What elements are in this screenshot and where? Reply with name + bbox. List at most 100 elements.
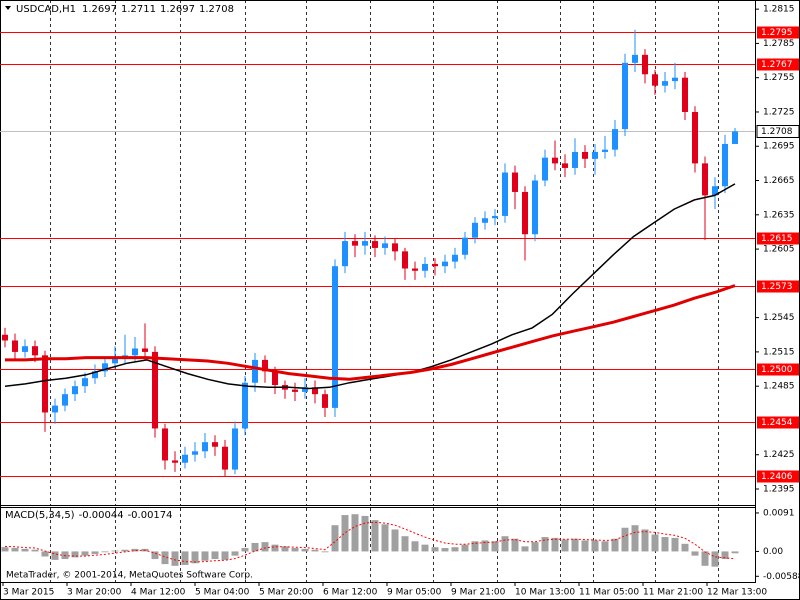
x-tick-label: 6 Mar 12:00 xyxy=(323,588,378,598)
candle-body xyxy=(572,151,578,168)
candle-body xyxy=(52,405,58,413)
candle-body xyxy=(412,268,418,271)
current-price-label: 1.2708 xyxy=(761,127,793,137)
macd-bar xyxy=(241,548,249,552)
y-tick-label: 1.2665 xyxy=(763,176,795,186)
macd-bar xyxy=(491,541,499,552)
candle-body xyxy=(722,143,728,187)
candle-body xyxy=(252,359,258,383)
macd-bar xyxy=(611,538,619,552)
y-tick-label: 1.2425 xyxy=(763,450,795,460)
macd-bar xyxy=(651,534,659,552)
candle-body xyxy=(662,81,668,86)
candle-body xyxy=(392,243,398,252)
x-tick-label: 5 Mar 04:00 xyxy=(195,588,250,598)
x-tick-label: 11 Mar 05:00 xyxy=(579,588,639,598)
macd-bar xyxy=(91,551,99,554)
candle-body xyxy=(162,428,168,461)
candle-body xyxy=(692,111,698,164)
level-label: 1.2795 xyxy=(761,28,793,38)
candle-body xyxy=(512,172,518,192)
macd-bar xyxy=(541,537,549,552)
candle-body xyxy=(32,346,38,356)
y-tick-label: 1.2815 xyxy=(763,5,795,15)
candle-body xyxy=(322,394,328,408)
current-price-box xyxy=(756,125,800,138)
macd-bar xyxy=(631,525,639,552)
moving-average xyxy=(4,183,736,390)
candle-body xyxy=(472,222,478,238)
macd-bar xyxy=(341,515,349,552)
macd-bar xyxy=(401,536,409,552)
macd-bar xyxy=(711,551,719,567)
candle-body xyxy=(562,163,568,168)
macd-bar xyxy=(161,551,169,565)
macd-bar xyxy=(201,551,209,561)
candle-body xyxy=(242,382,248,429)
candle-body xyxy=(442,261,448,267)
x-tick-label: 9 Mar 21:00 xyxy=(451,588,506,598)
candle-body xyxy=(602,149,608,152)
macd-bar xyxy=(311,549,319,552)
level-label: 1.2454 xyxy=(761,418,793,428)
candle-body xyxy=(422,263,428,271)
candle-body xyxy=(402,251,408,269)
macd-bar xyxy=(111,550,119,552)
candle-body xyxy=(532,180,538,235)
menu-arrow[interactable] xyxy=(5,6,11,10)
candle-body xyxy=(652,74,658,86)
macd-bar xyxy=(621,527,629,552)
watermark: MetaTrader, © 2001-2014, MetaQuotes Soft… xyxy=(6,571,253,581)
macd-bar xyxy=(11,548,19,552)
macd-bar xyxy=(181,551,189,565)
level-label-box xyxy=(757,26,799,39)
macd-bar xyxy=(551,537,559,552)
candle-body xyxy=(72,386,78,395)
macd-bar xyxy=(671,537,679,552)
candle-body xyxy=(12,340,18,352)
macd-bar xyxy=(471,541,479,552)
candle-body xyxy=(682,77,688,112)
header-close: 1.2708 xyxy=(199,4,234,15)
macd-bar xyxy=(361,515,369,552)
level-label-box xyxy=(757,416,799,429)
macd-bar xyxy=(1,547,9,552)
grid xyxy=(50,0,719,582)
level-label: 1.2615 xyxy=(761,234,793,244)
candle-body xyxy=(312,387,318,395)
y-tick-label: 1.2635 xyxy=(763,210,795,220)
macd-bar xyxy=(331,525,339,552)
level-label-box xyxy=(757,232,799,245)
y-tick-label: 1.2605 xyxy=(763,245,795,255)
macd-bar xyxy=(691,551,699,556)
candle-body xyxy=(372,241,378,248)
x-tick-label: 4 Mar 12:00 xyxy=(131,588,186,598)
macd-bar xyxy=(581,540,589,552)
candle-body xyxy=(292,389,298,392)
macd-bar xyxy=(411,541,419,552)
candle-body xyxy=(332,266,338,408)
candle-body xyxy=(552,157,558,164)
macd-bar xyxy=(281,546,289,552)
level-label-box xyxy=(757,363,799,376)
x-tick-label: 3 Mar 2015 xyxy=(3,588,54,598)
candle-body xyxy=(672,77,678,82)
macd-bar xyxy=(81,551,89,556)
macd-bar xyxy=(381,524,389,552)
macd-bar xyxy=(131,548,139,552)
macd-bar xyxy=(421,544,429,552)
macd-bar xyxy=(271,544,279,552)
plot-area xyxy=(0,29,755,567)
candle-body xyxy=(592,151,598,159)
candle-body xyxy=(232,428,238,470)
candle-body xyxy=(702,163,708,196)
macd-bar xyxy=(51,551,59,560)
macd-bar xyxy=(641,529,649,552)
candle-body xyxy=(522,191,528,235)
x-tick-label: 3 Mar 20:00 xyxy=(67,588,122,598)
macd-bar xyxy=(701,551,709,566)
macd-bar xyxy=(451,547,459,552)
y-tick-label: 1.2755 xyxy=(763,73,795,83)
